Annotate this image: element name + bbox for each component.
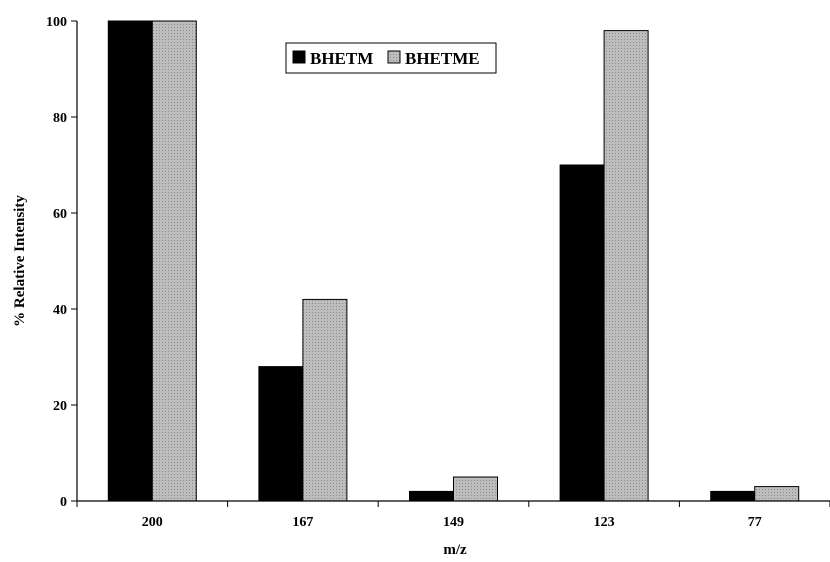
x-tick-label-77: 77 [748, 515, 762, 530]
bars-layer [107, 20, 800, 502]
bar-bhetm-167 [258, 366, 304, 502]
bar-bhetme-77 [754, 486, 800, 502]
bar-bhetm-123 [559, 164, 605, 502]
y-axis-title: % Relative Intensity [12, 195, 28, 327]
bar-bhetm-149 [409, 490, 454, 502]
legend-swatch-bhetm [292, 50, 306, 64]
legend: BHETM BHETME [285, 42, 497, 74]
legend-swatch-bhetme [387, 50, 401, 64]
y-tick-label-80: 80 [53, 111, 67, 126]
x-tick-label-200: 200 [142, 515, 163, 530]
legend-label-bhetm: BHETM [310, 49, 373, 68]
bar-bhetme-167 [302, 298, 348, 502]
bar-bhetm-77 [710, 490, 756, 502]
bar-bhetme-200 [151, 20, 197, 502]
legend-label-bhetme: BHETME [405, 49, 480, 68]
x-tick-label-149: 149 [443, 515, 464, 530]
x-tick-label-123: 123 [594, 515, 615, 530]
bar-bhetm-200 [107, 20, 153, 502]
y-tick-label-40: 40 [53, 303, 67, 318]
ticks-layer: 0 20 40 60 80 100 200 167 149 123 77 [46, 15, 830, 530]
y-tick-label-60: 60 [53, 207, 67, 222]
bar-bhetme-123 [603, 30, 649, 502]
y-tick-label-100: 100 [46, 15, 67, 30]
y-tick-label-20: 20 [53, 399, 67, 414]
axes-layer [76, 21, 830, 502]
bar-bhetme-149 [453, 476, 498, 502]
y-tick-label-0: 0 [60, 495, 67, 510]
x-tick-label-167: 167 [292, 515, 313, 530]
x-axis-title: m/z [443, 542, 467, 558]
